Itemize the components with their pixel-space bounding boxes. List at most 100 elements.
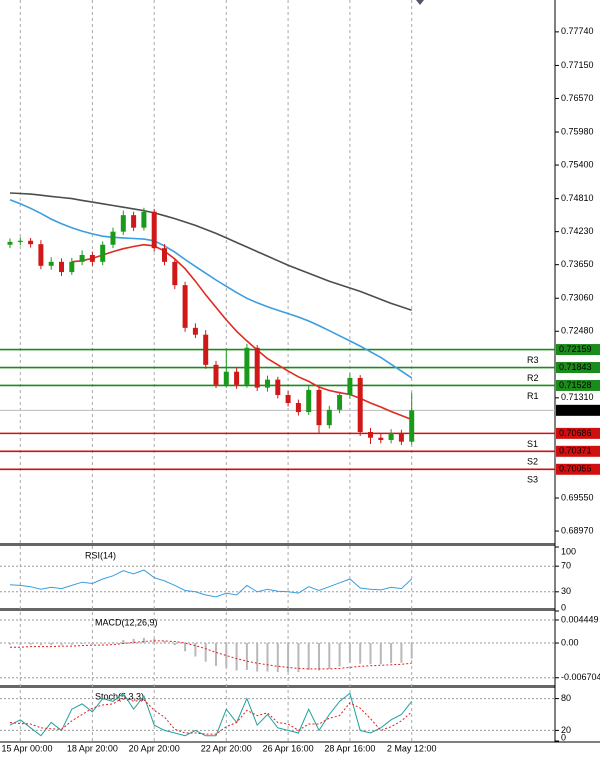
macd-bar: [142, 637, 145, 644]
candle-body: [337, 395, 343, 410]
y-tick-label: 0.72480: [561, 326, 594, 336]
y-tick-label: 20: [561, 725, 571, 735]
candle-body: [285, 395, 291, 403]
y-tick-label: 100: [561, 546, 576, 556]
shift-marker: [416, 0, 424, 5]
candle-body: [59, 261, 64, 273]
candle-body: [28, 240, 34, 245]
candle-body: [223, 371, 229, 385]
macd-bar: [235, 643, 238, 671]
macd-bar: [215, 643, 217, 666]
y-tick-label: 0.69550: [561, 492, 594, 502]
candle-body: [254, 347, 260, 388]
macd-bar: [132, 638, 135, 644]
macd-bar: [256, 643, 259, 672]
y-tick-label: 80: [561, 693, 571, 703]
candle-body: [244, 347, 250, 385]
candle-body: [213, 364, 219, 385]
candle-body: [388, 433, 394, 440]
candle-body: [368, 432, 373, 438]
candle-body: [409, 410, 415, 442]
candle-body: [295, 402, 301, 413]
price-tag: [556, 463, 600, 475]
indicator-line: [9, 692, 413, 737]
y-tick-label: 0.75980: [561, 126, 594, 136]
y-tick-label: 0: [561, 732, 566, 742]
candle-body: [7, 241, 13, 245]
macd-bar: [163, 640, 166, 644]
candle-body: [89, 254, 95, 262]
candle-body: [110, 231, 116, 245]
macd-bar: [348, 643, 351, 663]
candle-body: [357, 377, 363, 433]
macd-bar: [122, 639, 125, 644]
candle-body: [131, 215, 137, 228]
macd-bar: [400, 643, 403, 663]
panel-title: MACD(12,26,9): [95, 617, 158, 627]
panel-separator: [0, 685, 555, 688]
macd-bar: [328, 643, 331, 669]
candle-body: [48, 261, 54, 266]
last-price-label: 0.71091: [559, 405, 592, 415]
macd-bar: [9, 643, 11, 645]
level-name: S1: [527, 439, 538, 449]
candle-body: [38, 244, 44, 266]
candle-body: [275, 379, 281, 396]
x-tick-label: 26 Apr 16:00: [263, 743, 314, 753]
macd-bar: [101, 643, 104, 644]
panel-separator: [0, 608, 555, 611]
indicator-line: [71, 243, 412, 421]
price-tag-label: 0.72159: [559, 344, 592, 354]
candle-body: [79, 254, 85, 262]
macd-bar: [50, 643, 53, 646]
candle-body: [316, 389, 322, 426]
y-tick-label: 0.73060: [561, 293, 594, 303]
macd-bar: [204, 643, 207, 662]
macd-bar: [225, 643, 228, 668]
macd-bar: [359, 643, 362, 664]
macd-bar: [276, 643, 279, 673]
candle-body: [265, 379, 270, 388]
macd-bar: [245, 643, 248, 670]
candle-body: [141, 211, 147, 228]
macd-bar: [19, 643, 22, 645]
price-tag-label: 0.71528: [559, 380, 592, 390]
macd-bar: [297, 643, 300, 673]
x-tick-label: 20 Apr 20:00: [129, 743, 180, 753]
indicator-line: [9, 199, 413, 379]
macd-bar: [390, 643, 393, 664]
y-tick-label: 0.74810: [561, 193, 594, 203]
price-tag: [556, 404, 600, 416]
price-tag-label: 0.70055: [559, 464, 592, 474]
macd-bar: [184, 643, 187, 652]
y-tick-label: 0.004449: [561, 614, 599, 624]
price-tag: [556, 445, 600, 457]
price-tag: [556, 427, 600, 439]
candle-body: [378, 437, 384, 440]
price-tag: [556, 362, 600, 374]
candle-body: [100, 244, 106, 262]
y-tick-label: 0.00: [561, 637, 579, 647]
candle-body: [203, 334, 209, 365]
macd-bar: [379, 643, 382, 665]
macd-bar: [81, 643, 84, 645]
candle-body: [192, 327, 198, 335]
level-name: R1: [527, 391, 539, 401]
macd-bar: [60, 643, 63, 646]
macd-bar: [91, 643, 94, 645]
y-tick-label: -0.006704: [561, 672, 600, 682]
x-tick-label: 15 Apr 00:00: [1, 743, 52, 753]
macd-bar: [318, 643, 320, 671]
candle-body: [162, 248, 167, 262]
candle-body: [151, 211, 157, 249]
y-tick-label: 0.77150: [561, 60, 594, 70]
x-tick-label: 18 Apr 20:00: [67, 743, 118, 753]
price-tag-label: 0.70686: [559, 428, 592, 438]
indicator-line: [9, 696, 413, 735]
x-tick-label: 2 May 12:00: [387, 743, 437, 753]
macd-bar: [338, 643, 341, 667]
price-tag-label: 0.71843: [559, 362, 592, 372]
candle-body: [398, 433, 404, 442]
x-tick-label: 22 Apr 20:00: [201, 743, 252, 753]
